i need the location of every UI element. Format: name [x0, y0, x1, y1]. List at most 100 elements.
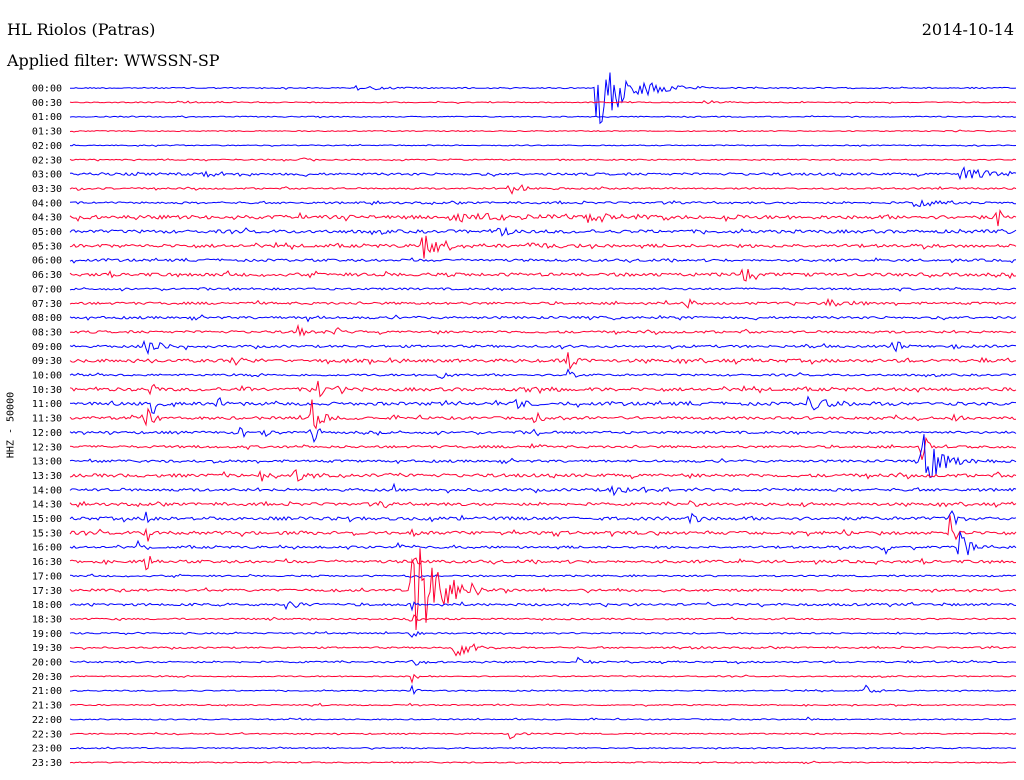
- trace-line: [69, 482, 1017, 497]
- row-time-label: 01:00: [32, 112, 62, 123]
- row-time-label: 23:30: [32, 758, 62, 769]
- trace-line: [69, 199, 1016, 208]
- trace-line: [69, 500, 1017, 509]
- trace-line: [69, 614, 1017, 622]
- trace-line: [69, 268, 1017, 282]
- trace-line: [69, 129, 1017, 133]
- trace-line: [69, 115, 1017, 119]
- row-time-label: 14:30: [32, 500, 62, 511]
- trace-line: [69, 760, 1017, 765]
- trace-line: [69, 601, 1017, 612]
- row-time-label: 19:00: [32, 629, 62, 640]
- trace-line: [69, 143, 1017, 147]
- trace-line: [69, 716, 1017, 721]
- row-time-label: 14:00: [32, 485, 62, 496]
- row-time-label: 18:30: [32, 614, 62, 625]
- row-time-label: 11:00: [32, 399, 62, 410]
- trace-line: [70, 673, 1017, 685]
- trace-line: [69, 746, 1017, 750]
- trace-line: [69, 702, 1017, 707]
- trace-line: [69, 656, 1017, 666]
- trace-line: [69, 531, 1017, 556]
- trace-line: [69, 399, 1017, 430]
- row-time-label: 07:30: [32, 299, 62, 310]
- trace-line: [69, 684, 1017, 695]
- trace-line: [69, 468, 1017, 482]
- row-time-label: 07:00: [32, 284, 62, 295]
- row-time-label: 09:00: [32, 342, 62, 353]
- row-time-label: 00:00: [32, 84, 62, 95]
- row-time-label: 17:00: [32, 571, 62, 582]
- row-time-label: 10:30: [32, 385, 62, 396]
- trace-line: [69, 323, 1017, 337]
- station-title: HL Riolos (Patras): [7, 20, 156, 39]
- row-time-label: 16:00: [32, 543, 62, 554]
- row-time-label: 01:30: [32, 127, 62, 138]
- trace-line: [69, 226, 1017, 237]
- trace-line: [69, 630, 1017, 638]
- trace-line: [69, 314, 1017, 323]
- trace-line: [69, 380, 1017, 398]
- row-time-label: 03:30: [32, 184, 62, 195]
- trace-line: [69, 286, 1017, 292]
- row-time-label: 20:00: [32, 658, 62, 669]
- trace-line: [69, 352, 1017, 371]
- row-time-label: 13:00: [32, 457, 62, 468]
- trace-line: [69, 395, 1017, 415]
- row-time-label: 03:00: [32, 170, 62, 181]
- trace-line: [69, 209, 1017, 227]
- row-time-label: 22:30: [32, 729, 62, 740]
- row-time-label: 22:00: [32, 715, 62, 726]
- trace-line: [69, 257, 1017, 264]
- trace-line: [69, 555, 1017, 571]
- row-time-label: 21:30: [32, 701, 62, 712]
- trace-line: [69, 368, 1017, 379]
- row-time-label: 13:30: [32, 471, 62, 482]
- row-time-label: 02:30: [32, 155, 62, 166]
- row-time-label: 15:00: [32, 514, 62, 525]
- trace-line: [69, 235, 1017, 259]
- row-time-label: 04:30: [32, 213, 62, 224]
- row-time-label: 21:00: [32, 686, 62, 697]
- row-time-label: 11:30: [32, 414, 62, 425]
- trace-line: [70, 72, 1017, 125]
- trace-line: [69, 184, 1017, 195]
- row-time-label: 08:00: [32, 313, 62, 324]
- row-time-label: 08:30: [32, 327, 62, 338]
- row-time-label: 15:30: [32, 528, 62, 539]
- chart-date: 2014-10-14: [921, 20, 1014, 39]
- row-time-label: 18:00: [32, 600, 62, 611]
- row-time-label: 10:00: [32, 371, 62, 382]
- trace-line: [69, 548, 1017, 631]
- trace-line: [69, 510, 1017, 526]
- trace-line: [69, 643, 1017, 657]
- trace-line: [69, 297, 1017, 309]
- row-time-label: 05:30: [32, 241, 62, 252]
- row-time-label: 05:00: [32, 227, 62, 238]
- trace-line: [69, 434, 1017, 479]
- trace-line: [69, 515, 1017, 542]
- row-time-label: 09:30: [32, 356, 62, 367]
- row-time-label: 00:30: [32, 98, 62, 109]
- row-time-label: 04:00: [32, 198, 62, 209]
- row-time-label: 23:00: [32, 744, 62, 755]
- row-time-label: 06:00: [32, 256, 62, 267]
- row-time-label: 16:30: [32, 557, 62, 568]
- filter-label: Applied filter: WWSSN-SP: [7, 51, 220, 70]
- row-time-label: 19:30: [32, 643, 62, 654]
- trace-line: [69, 166, 1017, 181]
- row-time-label: 02:00: [32, 141, 62, 152]
- trace-line: [69, 731, 1017, 740]
- row-time-label: 12:30: [32, 442, 62, 453]
- trace-line: [69, 157, 1017, 162]
- row-time-label: 20:30: [32, 672, 62, 683]
- trace-line: [69, 426, 1017, 443]
- trace-line: [69, 100, 1017, 105]
- trace-line: [69, 339, 1017, 356]
- trace-line: [69, 436, 1017, 460]
- row-time-label: 06:30: [32, 270, 62, 281]
- trace-line: [69, 573, 1017, 579]
- row-time-label: 17:30: [32, 586, 62, 597]
- row-time-label: 12:00: [32, 428, 62, 439]
